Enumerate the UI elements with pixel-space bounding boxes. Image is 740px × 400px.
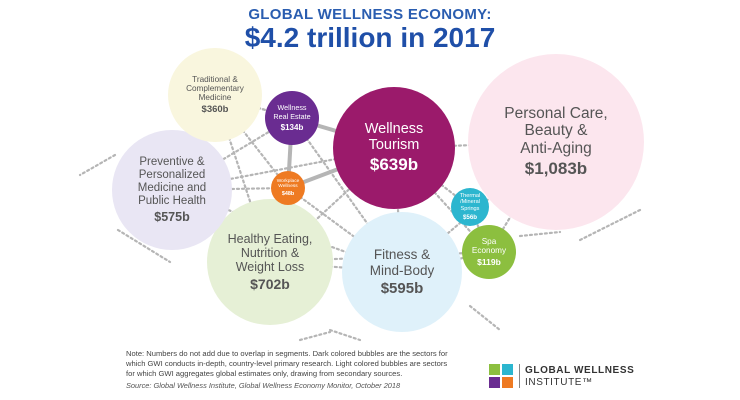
bubble-value: $575b [154, 209, 190, 224]
logo-divider [519, 364, 520, 388]
bubble-label: Healthy Eating, Nutrition & Weight Loss [227, 232, 313, 274]
logo-text-line-1: GLOBAL WELLNESS [525, 365, 635, 376]
bubble-personal-care: Personal Care, Beauty & Anti-Aging $1,083… [468, 54, 644, 230]
bubble-thermal: Thermal /Mineral Springs $56b [451, 188, 489, 226]
bubble-workplace: Workplace Wellness $48b [271, 171, 305, 205]
dotted-link [298, 330, 332, 342]
dotted-link [116, 228, 172, 264]
bubble-spa-economy: Spa Economy $119b [462, 225, 516, 279]
bubble-value: $134b [280, 122, 304, 132]
dotted-link [468, 304, 502, 332]
bubble-value: $595b [380, 279, 424, 297]
bubble-label: Thermal /Mineral Springs [459, 193, 481, 212]
bubble-value: $639b [369, 155, 419, 175]
bubble-preventive: Preventive & Personalized Medicine and P… [112, 130, 232, 250]
bubble-label: Wellness Tourism [364, 120, 424, 153]
bubble-healthy-eating: Healthy Eating, Nutrition & Weight Loss $… [207, 199, 333, 325]
bubble-real-estate: Wellness Real Estate $134b [265, 91, 319, 145]
bubble-label: Workplace Wellness [276, 178, 300, 189]
dotted-link [578, 208, 642, 242]
bubble-value: $702b [250, 276, 290, 292]
bubble-value: $48b [281, 191, 295, 198]
bubble-value: $1,083b [524, 159, 588, 179]
bubble-label: Spa Economy [471, 236, 507, 255]
bubble-value: $119b [477, 257, 501, 268]
title-line-1: GLOBAL WELLNESS ECONOMY: [248, 6, 492, 23]
gwi-logo: GLOBAL WELLNESS INSTITUTE™ [489, 362, 659, 392]
bubble-label: Personal Care, Beauty & Anti-Aging [504, 104, 608, 157]
dotted-link [518, 230, 562, 238]
bubble-traditional: Traditional & Complementary Medicine $360… [168, 48, 262, 142]
bubble-label: Wellness Real Estate [273, 103, 311, 121]
bubble-label: Preventive & Personalized Medicine and P… [137, 156, 207, 207]
footnote: Note: Numbers do not add due to overlap … [126, 349, 448, 378]
bubble-value: $360b [201, 104, 229, 116]
bubble-label: Fitness & Mind-Body [369, 247, 435, 278]
dotted-link [328, 328, 362, 342]
title-line-2: $4.2 trillion in 2017 [244, 22, 496, 53]
gwi-logo-mark-icon [489, 364, 513, 388]
bubble-label: Traditional & Complementary Medicine [186, 74, 244, 103]
logo-text-line-2: INSTITUTE™ [525, 377, 593, 388]
bubble-wellness-tourism: Wellness Tourism $639b [333, 87, 455, 209]
bubble-value: $56b [462, 213, 478, 221]
source-citation: Source: Global Wellness Institute, Globa… [126, 381, 401, 390]
dotted-link [78, 153, 117, 177]
bubble-fitness: Fitness & Mind-Body $595b [342, 212, 462, 332]
